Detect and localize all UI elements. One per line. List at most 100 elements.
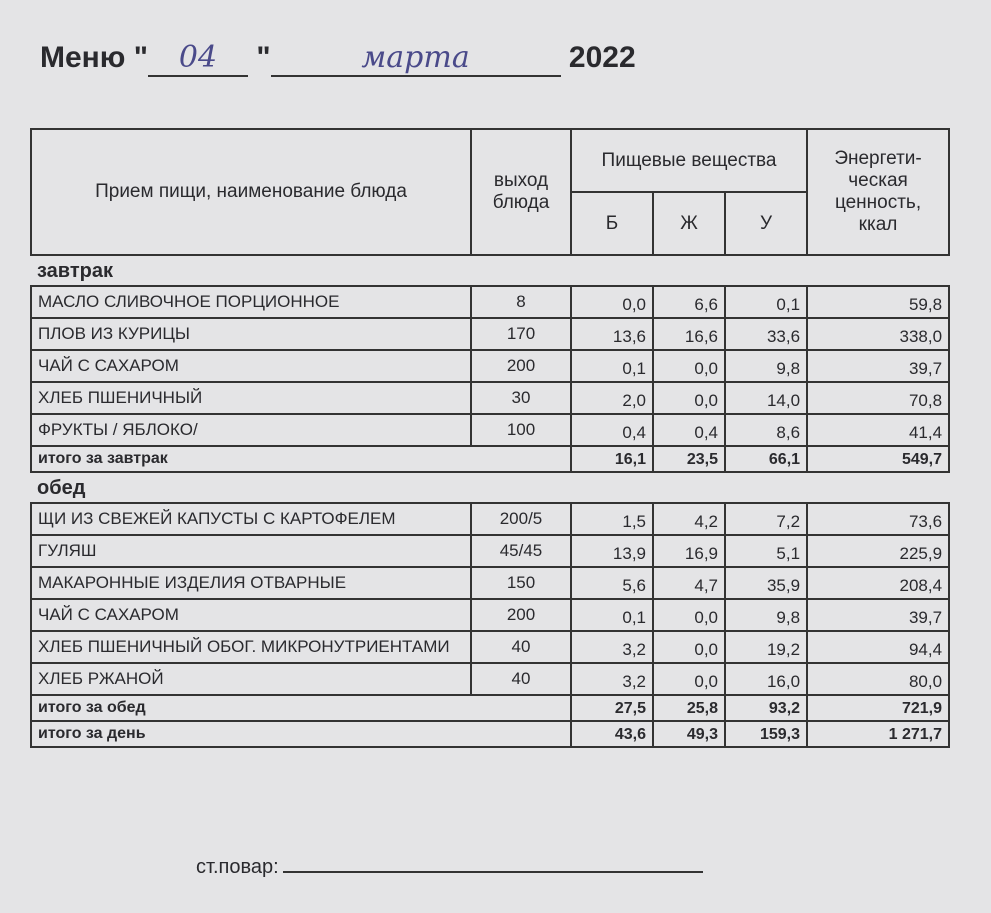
dish-row: ЧАЙ С САХАРОМ 200 0,1 0,0 9,8 39,7 bbox=[30, 598, 951, 632]
dish-name: МАКАРОННЫЕ ИЗДЕЛИЯ ОТВАРНЫЕ bbox=[30, 566, 472, 600]
total-row: итого за обед 27,5 25,8 93,2 721,9 bbox=[30, 694, 951, 722]
carbs: 0,1 bbox=[723, 285, 809, 319]
dish-name: ЩИ ИЗ СВЕЖЕЙ КАПУСТЫ С КАРТОФЕЛЕМ bbox=[30, 502, 472, 536]
dish-yield: 45/45 bbox=[470, 534, 572, 568]
carbs: 9,8 bbox=[723, 598, 809, 632]
total-label: итого за обед bbox=[30, 694, 572, 722]
dish-yield: 40 bbox=[470, 630, 572, 664]
energy: 73,6 bbox=[806, 502, 951, 536]
dish-name: ЧАЙ С САХАРОМ bbox=[30, 598, 472, 632]
quote: " bbox=[133, 41, 148, 74]
protein: 0,4 bbox=[570, 413, 654, 447]
dish-yield: 30 bbox=[470, 381, 572, 415]
menu-table: Прием пищи, наименование блюда выход блю… bbox=[30, 128, 951, 748]
energy: 70,8 bbox=[806, 381, 951, 415]
day: 04 bbox=[148, 40, 248, 77]
energy: 39,7 bbox=[806, 598, 951, 632]
cook-label: ст.повар: bbox=[196, 856, 279, 878]
col-zh: Ж bbox=[652, 191, 726, 256]
carbs: 35,9 bbox=[723, 566, 809, 600]
dish-name: ПЛОВ ИЗ КУРИЦЫ bbox=[30, 317, 472, 351]
dish-row: ХЛЕБ ПШЕНИЧНЫЙ 30 2,0 0,0 14,0 70,8 bbox=[30, 381, 951, 415]
table-body: завтрак МАСЛО СЛИВОЧНОЕ ПОРЦИОННОЕ 8 0,0 6,6… bbox=[30, 255, 951, 748]
dish-row: ПЛОВ ИЗ КУРИЦЫ 170 13,6 16,6 33,6 338,0 bbox=[30, 317, 951, 351]
carbs: 159,3 bbox=[723, 720, 809, 748]
energy: 59,8 bbox=[806, 285, 951, 319]
signature-line bbox=[282, 871, 703, 873]
protein: 2,0 bbox=[570, 381, 654, 415]
col-yield: выход блюда bbox=[470, 128, 572, 256]
energy: 721,9 bbox=[806, 694, 951, 722]
dish-yield: 200 bbox=[470, 598, 572, 632]
col-energy: Энергети-ческая ценность, ккал bbox=[806, 128, 951, 256]
dish-row: ЩИ ИЗ СВЕЖЕЙ КАПУСТЫ С КАРТОФЕЛЕМ 200/5 1,… bbox=[30, 502, 951, 536]
fat: 49,3 bbox=[652, 720, 726, 748]
fat: 4,7 bbox=[652, 566, 726, 600]
protein: 3,2 bbox=[570, 630, 654, 664]
carbs: 7,2 bbox=[723, 502, 809, 536]
total-row: итого за завтрак 16,1 23,5 66,1 549,7 bbox=[30, 445, 951, 473]
protein: 13,9 bbox=[570, 534, 654, 568]
dish-row: ЧАЙ С САХАРОМ 200 0,1 0,0 9,8 39,7 bbox=[30, 349, 951, 383]
month: марта bbox=[270, 40, 561, 77]
carbs: 93,2 bbox=[723, 694, 809, 722]
energy: 94,4 bbox=[806, 630, 951, 664]
energy: 225,9 bbox=[806, 534, 951, 568]
fat: 0,4 bbox=[652, 413, 726, 447]
protein: 27,5 bbox=[570, 694, 654, 722]
protein: 0,0 bbox=[570, 285, 654, 319]
dish-name: ГУЛЯШ bbox=[30, 534, 472, 568]
section-title: обед bbox=[37, 477, 86, 499]
dish-yield: 170 bbox=[470, 317, 572, 351]
protein: 1,5 bbox=[570, 502, 654, 536]
section-title: завтрак bbox=[37, 260, 113, 282]
fat: 16,6 bbox=[652, 317, 726, 351]
col-name: Прием пищи, наименование блюда bbox=[30, 128, 472, 256]
dish-yield: 40 bbox=[470, 662, 572, 696]
carbs: 66,1 bbox=[723, 445, 809, 473]
title: Меню bbox=[40, 41, 126, 74]
energy: 80,0 bbox=[806, 662, 951, 696]
dish-name: ФРУКТЫ / ЯБЛОКО/ bbox=[30, 413, 472, 447]
carbs: 5,1 bbox=[723, 534, 809, 568]
energy: 39,7 bbox=[806, 349, 951, 383]
protein: 0,1 bbox=[570, 349, 654, 383]
section-row: обед bbox=[31, 472, 949, 503]
header: Меню " 04 " марта 2022 bbox=[40, 40, 636, 77]
fat: 25,8 bbox=[652, 694, 726, 722]
dish-name: ХЛЕБ ПШЕНИЧНЫЙ bbox=[30, 381, 472, 415]
dish-name: ЧАЙ С САХАРОМ bbox=[30, 349, 472, 383]
energy: 208,4 bbox=[806, 566, 951, 600]
dish-name: ХЛЕБ РЖАНОЙ bbox=[30, 662, 472, 696]
carbs: 8,6 bbox=[723, 413, 809, 447]
dish-row: МАКАРОННЫЕ ИЗДЕЛИЯ ОТВАРНЫЕ 150 5,6 4,7 35,9… bbox=[30, 566, 951, 600]
fat: 6,6 bbox=[652, 285, 726, 319]
energy: 338,0 bbox=[806, 317, 951, 351]
protein: 16,1 bbox=[570, 445, 654, 473]
dish-row: ХЛЕБ ПШЕНИЧНЫЙ ОБОГ. МИКРОНУТРИЕНТАМИ 40 3… bbox=[30, 630, 951, 664]
total-label: итого за завтрак bbox=[30, 445, 572, 473]
dish-name: МАСЛО СЛИВОЧНОЕ ПОРЦИОННОЕ bbox=[30, 285, 472, 319]
fat: 0,0 bbox=[652, 598, 726, 632]
protein: 0,1 bbox=[570, 598, 654, 632]
dish-yield: 100 bbox=[470, 413, 572, 447]
energy: 41,4 bbox=[806, 413, 951, 447]
fat: 23,5 bbox=[652, 445, 726, 473]
dish-row: ГУЛЯШ 45/45 13,9 16,9 5,1 225,9 bbox=[30, 534, 951, 568]
dish-row: ХЛЕБ РЖАНОЙ 40 3,2 0,0 16,0 80,0 bbox=[30, 662, 951, 696]
fat: 0,0 bbox=[652, 349, 726, 383]
dish-row: ФРУКТЫ / ЯБЛОКО/100 0,4 0,4 8,6 41,4 bbox=[30, 413, 951, 447]
total-row: итого за день 43,6 49,3 159,3 1 271,7 bbox=[30, 720, 951, 748]
col-b: Б bbox=[570, 191, 654, 256]
dish-yield: 150 bbox=[470, 566, 572, 600]
dish-yield: 8 bbox=[470, 285, 572, 319]
protein: 3,2 bbox=[570, 662, 654, 696]
fat: 0,0 bbox=[652, 630, 726, 664]
carbs: 33,6 bbox=[723, 317, 809, 351]
protein: 13,6 bbox=[570, 317, 654, 351]
carbs: 9,8 bbox=[723, 349, 809, 383]
carbs: 19,2 bbox=[723, 630, 809, 664]
col-u: У bbox=[723, 191, 809, 256]
col-nutrients: Пищевые вещества bbox=[569, 128, 809, 193]
